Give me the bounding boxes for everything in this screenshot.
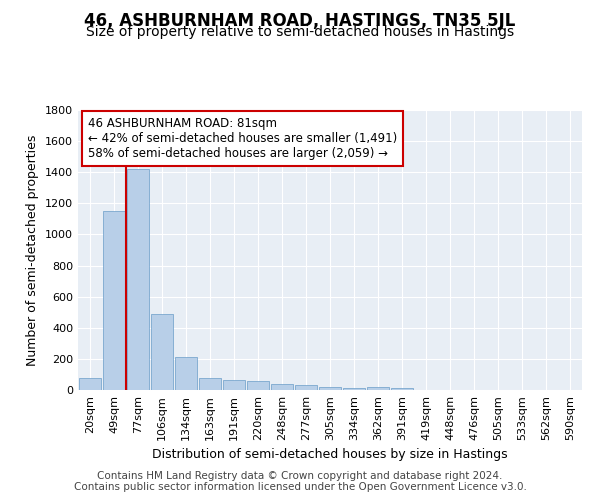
Bar xyxy=(223,380,245,390)
Bar xyxy=(247,382,269,390)
Bar xyxy=(79,378,101,390)
Bar xyxy=(175,356,197,390)
Text: 46 ASHBURNHAM ROAD: 81sqm
← 42% of semi-detached houses are smaller (1,491)
58% : 46 ASHBURNHAM ROAD: 81sqm ← 42% of semi-… xyxy=(88,117,397,160)
Bar xyxy=(199,378,221,390)
Bar xyxy=(319,387,341,390)
Bar xyxy=(367,387,389,390)
Bar xyxy=(271,384,293,390)
Bar xyxy=(295,386,317,390)
Bar xyxy=(343,388,365,390)
Bar xyxy=(391,388,413,390)
Bar xyxy=(151,314,173,390)
Text: Size of property relative to semi-detached houses in Hastings: Size of property relative to semi-detach… xyxy=(86,25,514,39)
Bar xyxy=(103,211,125,390)
X-axis label: Distribution of semi-detached houses by size in Hastings: Distribution of semi-detached houses by … xyxy=(152,448,508,462)
Y-axis label: Number of semi-detached properties: Number of semi-detached properties xyxy=(26,134,40,366)
Text: 46, ASHBURNHAM ROAD, HASTINGS, TN35 5JL: 46, ASHBURNHAM ROAD, HASTINGS, TN35 5JL xyxy=(85,12,515,30)
Bar xyxy=(127,169,149,390)
Text: Contains HM Land Registry data © Crown copyright and database right 2024.
Contai: Contains HM Land Registry data © Crown c… xyxy=(74,471,526,492)
